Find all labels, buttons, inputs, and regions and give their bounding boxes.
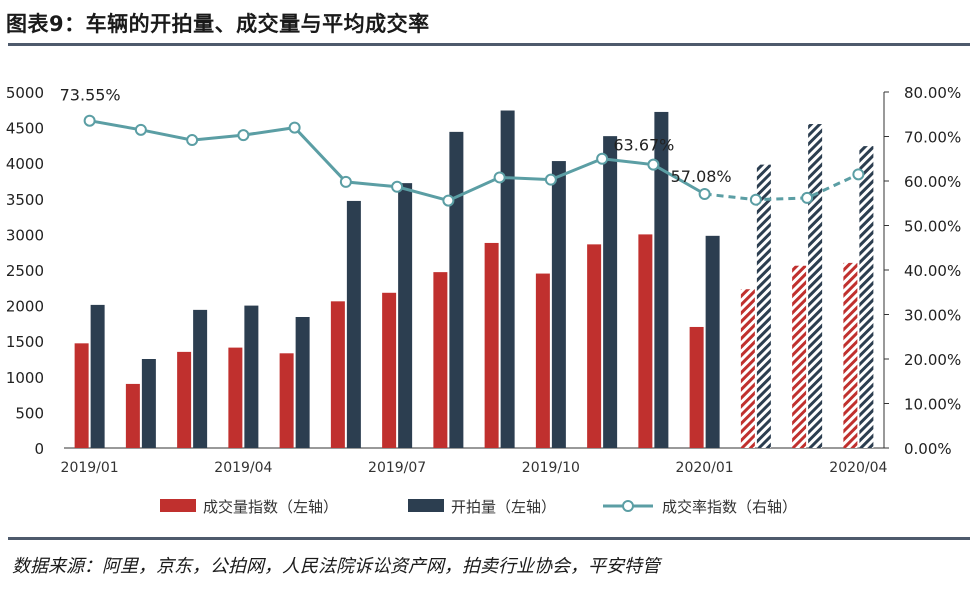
y-left-tick-label: 2000 [6,298,44,316]
bottom-divider [8,537,970,540]
rate-point [493,171,506,184]
y-left-tick-label: 1500 [6,333,44,351]
bar-deal-volume [535,273,550,448]
rate-point [801,191,814,204]
rate-point [288,121,301,134]
y-right-tick-label: 40.00% [904,262,961,280]
bar-auction-count [449,131,464,448]
bar-auction-count [141,359,156,448]
y-right-tick-label: 20.00% [904,351,961,369]
y-right-tick-label: 70.00% [904,129,961,147]
bar-auction-count [551,161,566,448]
bar-auction-count [808,124,823,448]
bar-deal-volume [792,265,807,448]
y-right-tick-label: 30.00% [904,307,961,325]
bar-deal-volume [382,292,397,448]
chart-area: 5000450040003500300025002000150010005000… [6,84,961,516]
legend: 成交量指数（左轴） 开拍量（左轴） 成交率指数（右轴） [160,498,797,516]
legend-label-auction-count: 开拍量（左轴） [451,498,556,516]
legend-label-deal-volume: 成交量指数（左轴） [203,498,338,516]
bars [74,110,874,449]
y-right-tick-label: 0.00% [904,440,952,458]
y-left-tick-label: 3500 [6,191,44,209]
y-right-tick-label: 80.00% [904,84,961,102]
rate-data-label: 57.08% [671,167,732,186]
bar-deal-volume [125,383,140,448]
y-right-tick-label: 50.00% [904,218,961,236]
legend-swatch-deal-volume [160,499,196,512]
x-tick-label: 2020/04 [829,460,887,476]
rate-data-label: 73.55% [60,86,121,105]
y-left-tick-label: 2500 [6,262,44,280]
rate-point [596,152,609,165]
bar-auction-count [346,200,361,448]
rate-point [134,123,147,136]
rate-point [647,158,660,171]
rate-point [698,187,711,200]
bar-deal-volume [279,353,294,448]
bar-auction-count [705,235,720,448]
legend-swatch-auction-count [408,499,444,512]
bar-auction-count [500,110,515,449]
y-left-tick-label: 0 [34,440,44,458]
legend-label-rate: 成交率指数（右轴） [662,498,797,516]
bar-deal-volume [740,289,755,448]
bar-deal-volume [330,301,345,448]
x-tick-label: 2019/04 [214,460,272,476]
rate-line [83,114,865,207]
top-divider [8,43,970,46]
x-tick-label: 2019/10 [522,460,580,476]
bar-auction-count [90,304,105,448]
bar-auction-count [603,136,618,449]
data-labels: 73.55% 63.67% 57.08% [60,86,732,186]
x-tick-label: 2020/01 [676,460,734,476]
bar-deal-volume [74,343,89,448]
rate-point [852,168,865,181]
rate-line-dashed [704,172,860,202]
axes: 5000450040003500300025002000150010005000… [6,84,961,476]
source-note: 数据来源：阿里，京东，公拍网，人民法院诉讼资产网，拍卖行业协会，平安特管 [12,556,660,577]
bar-auction-count [193,309,208,448]
bar-auction-count [756,164,771,448]
bar-deal-volume [228,347,243,448]
x-tick-label: 2019/07 [368,460,426,476]
y-right-tick-label: 10.00% [904,396,961,414]
y-left-tick-label: 3000 [6,226,44,244]
y-left-tick-label: 500 [15,404,44,422]
rate-point [186,134,199,147]
bar-deal-volume [484,242,499,448]
bar-deal-volume [587,244,602,448]
y-right-tick-label: 60.00% [904,173,961,191]
bar-auction-count [244,305,259,448]
bar-deal-volume [689,326,704,448]
rate-data-label: 63.67% [613,136,674,155]
x-tick-label: 2019/01 [61,460,119,476]
rate-point [391,180,404,193]
bar-auction-count [859,146,874,448]
bar-deal-volume [177,351,192,448]
bar-auction-count [654,111,669,448]
rate-point [442,194,455,207]
rate-point [83,114,96,127]
bar-deal-volume [433,272,448,448]
bar-deal-volume [843,262,858,448]
rate-point [544,173,557,186]
legend-marker-rate [622,500,634,512]
y-left-tick-label: 5000 [6,84,44,102]
rate-point [749,193,762,206]
bar-auction-count [295,316,310,448]
y-left-tick-label: 4000 [6,155,44,173]
y-left-tick-label: 1000 [6,369,44,387]
bar-auction-count [398,183,413,449]
chart-title: 图表9：车辆的开拍量、成交量与平均成交率 [6,12,430,36]
rate-point [237,129,250,142]
rate-point [339,175,352,188]
bar-deal-volume [638,234,653,448]
y-left-tick-label: 4500 [6,120,44,138]
